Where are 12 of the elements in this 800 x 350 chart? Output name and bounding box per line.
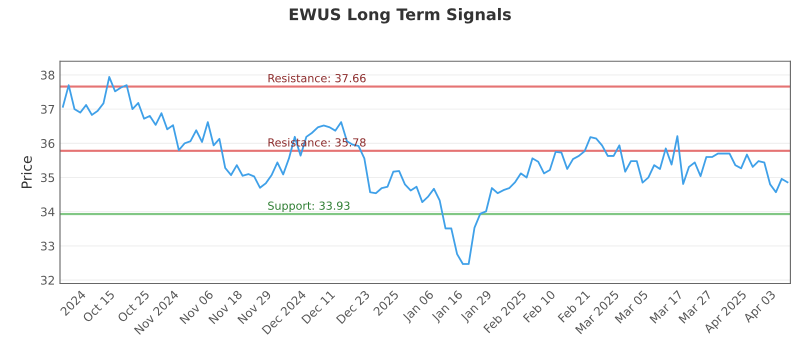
chart-title: EWUS Long Term Signals	[290, 8, 511, 24]
y-tick-label: 36	[41, 139, 54, 148]
y-tick-label: 32	[41, 276, 54, 285]
y-tick-label: 34	[41, 207, 54, 216]
y-axis-title: Price	[21, 156, 32, 188]
y-tick-label: 37	[41, 104, 54, 114]
y-tick-label: 33	[41, 242, 54, 251]
ref-line-label: Resistance: 37.66	[268, 74, 366, 82]
y-tick-label: 38	[41, 70, 54, 80]
x-tick-label: Dec 23	[336, 290, 370, 324]
ref-line-label: Support: 33.93	[268, 201, 350, 212]
y-tick-label: 35	[41, 173, 54, 182]
